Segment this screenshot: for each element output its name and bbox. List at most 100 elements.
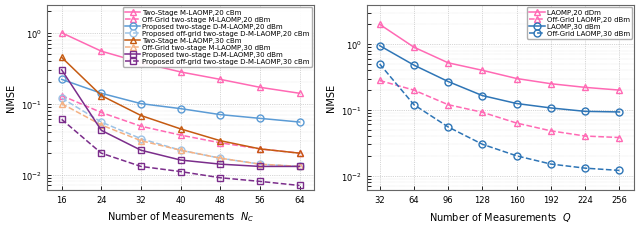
Proposed off-grid two-stage D-M-LAOMP,30 cBm [137,165,145,168]
Off-Grid LAOMP,30 dBm [410,104,418,106]
Legend: Two-Stage M-LAOMP,20 cBm, Off-Grid two-stage M-LAOMP,20 dBm, Proposed two-stage : Two-Stage M-LAOMP,20 cBm, Off-Grid two-s… [123,8,312,68]
Legend: LAOMP,20 dDm, Off-Grid LAOMP,20 dBm, LAOMP,30 dBm, Off-Grid LAOMP,30 dBm: LAOMP,20 dDm, Off-Grid LAOMP,20 dBm, LAO… [527,8,632,39]
Two-Stage M-LAOMP,30 cBm [97,95,105,98]
Two-Stage M-LAOMP,20 cBm [97,51,105,53]
LAOMP,30 dBm [410,64,418,67]
LAOMP,20 dDm [376,24,383,27]
Proposed two-stage D-M-LAOMP,30 dBm [137,149,145,152]
Proposed two-stage D-M-LAOMP,30 dBm [58,69,65,72]
Line: LAOMP,20 dDm: LAOMP,20 dDm [376,22,623,94]
Proposed off-grid two-stage D-M-LAOMP,20 cBm [58,97,65,100]
Two-Stage M-LAOMP,30 cBm [177,128,184,131]
LAOMP,20 dDm [479,70,486,72]
Proposed two-stage D-M-LAOMP,30 dBm [256,165,264,168]
Two-Stage M-LAOMP,30 cBm [216,140,224,142]
LAOMP,20 dDm [616,89,623,92]
Off-Grid two-stage M-LAOMP,30 dBm [137,140,145,142]
Line: Proposed off-grid two-stage D-M-LAOMP,30 cBm: Proposed off-grid two-stage D-M-LAOMP,30… [59,117,302,188]
Proposed off-grid two-stage D-M-LAOMP,30 cBm [177,170,184,173]
Y-axis label: NMSE: NMSE [326,84,335,112]
Off-Grid two-stage M-LAOMP,20 dBm [177,134,184,137]
Off-Grid LAOMP,20 dBm [581,135,589,138]
LAOMP,20 dDm [513,78,520,81]
X-axis label: Number of Measurements  $N_C$: Number of Measurements $N_C$ [107,210,254,224]
LAOMP,30 dBm [479,95,486,98]
Proposed two-stage D-M-LAOMP,30 dBm [216,163,224,166]
Off-Grid LAOMP,30 dBm [547,163,555,166]
Proposed two-stage D-M-LAOMP,20 dBm [256,117,264,120]
Two-Stage M-LAOMP,20 cBm [216,79,224,81]
Off-Grid LAOMP,20 dBm [547,130,555,133]
LAOMP,30 dBm [513,103,520,105]
Proposed off-grid two-stage D-M-LAOMP,20 cBm [97,121,105,124]
Proposed two-stage D-M-LAOMP,20 dBm [58,79,65,81]
LAOMP,30 dBm [444,81,452,84]
Proposed off-grid two-stage D-M-LAOMP,30 cBm [58,118,65,121]
Off-Grid two-stage M-LAOMP,20 dBm [58,95,65,98]
Two-Stage M-LAOMP,20 cBm [58,32,65,35]
Off-Grid two-stage M-LAOMP,30 dBm [296,165,303,168]
Off-Grid two-stage M-LAOMP,30 dBm [97,124,105,127]
Two-Stage M-LAOMP,20 cBm [177,71,184,74]
Off-Grid LAOMP,30 dBm [616,169,623,172]
LAOMP,20 dDm [547,83,555,86]
Two-Stage M-LAOMP,30 cBm [137,115,145,117]
Proposed two-stage D-M-LAOMP,20 dBm [296,121,303,124]
X-axis label: Number of Measurements  $Q$: Number of Measurements $Q$ [429,210,572,223]
Off-Grid two-stage M-LAOMP,20 dBm [256,148,264,151]
Proposed off-grid two-stage D-M-LAOMP,20 cBm [296,165,303,168]
Two-Stage M-LAOMP,30 cBm [256,148,264,151]
Off-Grid LAOMP,20 dBm [444,104,452,106]
Y-axis label: NMSE: NMSE [6,84,15,112]
Line: Two-Stage M-LAOMP,20 cBm: Two-Stage M-LAOMP,20 cBm [58,30,303,97]
Off-Grid two-stage M-LAOMP,30 dBm [58,103,65,106]
Off-Grid LAOMP,20 dBm [616,136,623,139]
Line: Proposed two-stage D-M-LAOMP,30 dBm: Proposed two-stage D-M-LAOMP,30 dBm [59,68,302,169]
Proposed off-grid two-stage D-M-LAOMP,20 cBm [177,149,184,152]
Off-Grid LAOMP,30 dBm [581,167,589,170]
Off-Grid LAOMP,20 dBm [513,122,520,125]
Off-Grid LAOMP,20 dBm [479,111,486,114]
Line: Off-Grid two-stage M-LAOMP,30 dBm: Off-Grid two-stage M-LAOMP,30 dBm [58,101,303,170]
Proposed off-grid two-stage D-M-LAOMP,30 cBm [97,152,105,155]
Two-Stage M-LAOMP,20 cBm [296,93,303,95]
Line: Off-Grid LAOMP,20 dBm: Off-Grid LAOMP,20 dBm [376,78,623,141]
Off-Grid two-stage M-LAOMP,30 dBm [216,157,224,160]
Off-Grid LAOMP,20 dBm [376,80,383,82]
Line: Two-Stage M-LAOMP,30 cBm: Two-Stage M-LAOMP,30 cBm [58,55,303,157]
Proposed two-stage D-M-LAOMP,30 dBm [97,129,105,132]
Proposed off-grid two-stage D-M-LAOMP,30 cBm [256,180,264,183]
Proposed off-grid two-stage D-M-LAOMP,30 cBm [296,184,303,187]
Line: Off-Grid LAOMP,30 dBm: Off-Grid LAOMP,30 dBm [376,61,623,174]
Off-Grid LAOMP,20 dBm [410,89,418,92]
Off-Grid two-stage M-LAOMP,30 dBm [177,149,184,152]
Two-Stage M-LAOMP,20 cBm [256,87,264,89]
Proposed two-stage D-M-LAOMP,30 dBm [296,165,303,168]
LAOMP,20 dDm [581,87,589,89]
Off-Grid two-stage M-LAOMP,20 dBm [216,142,224,144]
Proposed off-grid two-stage D-M-LAOMP,20 cBm [137,138,145,140]
Two-Stage M-LAOMP,20 cBm [137,62,145,65]
Off-Grid two-stage M-LAOMP,20 dBm [137,125,145,128]
Off-Grid two-stage M-LAOMP,20 dBm [296,152,303,155]
Proposed off-grid two-stage D-M-LAOMP,20 cBm [216,157,224,160]
Line: Off-Grid two-stage M-LAOMP,20 dBm: Off-Grid two-stage M-LAOMP,20 dBm [58,93,303,157]
Proposed two-stage D-M-LAOMP,20 dBm [137,103,145,106]
Off-Grid two-stage M-LAOMP,30 dBm [256,163,264,166]
Off-Grid LAOMP,30 dBm [479,143,486,146]
LAOMP,30 dBm [547,107,555,110]
Line: Proposed two-stage D-M-LAOMP,20 dBm: Proposed two-stage D-M-LAOMP,20 dBm [58,76,303,126]
Proposed off-grid two-stage D-M-LAOMP,30 cBm [216,177,224,179]
Proposed two-stage D-M-LAOMP,20 dBm [216,114,224,117]
Off-Grid two-stage M-LAOMP,20 dBm [97,112,105,114]
Off-Grid LAOMP,30 dBm [444,126,452,129]
Two-Stage M-LAOMP,30 cBm [296,152,303,155]
Proposed off-grid two-stage D-M-LAOMP,20 cBm [256,163,264,166]
LAOMP,20 dDm [410,46,418,49]
LAOMP,30 dBm [376,45,383,48]
Proposed two-stage D-M-LAOMP,30 dBm [177,159,184,162]
Proposed two-stage D-M-LAOMP,20 dBm [97,93,105,95]
Off-Grid LAOMP,30 dBm [513,155,520,158]
Two-Stage M-LAOMP,30 cBm [58,57,65,60]
LAOMP,30 dBm [581,111,589,113]
